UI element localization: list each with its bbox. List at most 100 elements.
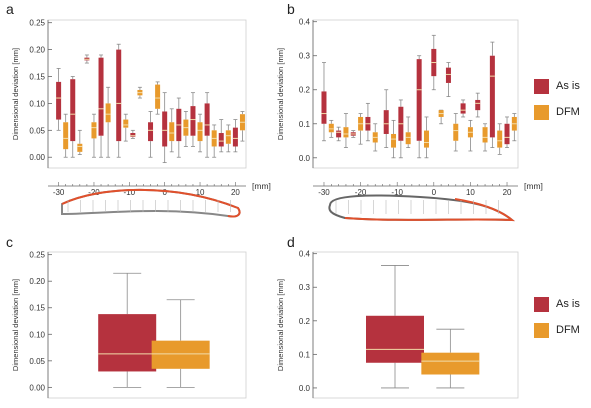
y-tick-label-d: 0.1 [299, 350, 311, 359]
box-dfm [91, 122, 97, 139]
y-tick-label-c: 0.15 [29, 304, 45, 313]
box-as-is [416, 59, 422, 141]
legend-label-dfm: DFM [556, 324, 580, 336]
legend-item-dfm: DFM [534, 102, 580, 122]
box-as-is [232, 127, 238, 147]
y-tick-label-a: 0.00 [29, 153, 45, 162]
x-tick-label-b: -30 [318, 188, 330, 197]
x-tick-label-b: 0 [432, 188, 437, 197]
box-as-is [336, 130, 342, 138]
box-as-is [56, 81, 62, 120]
airfoil-measured-edge-a [61, 188, 241, 218]
y-tick-label-b: 0.2 [299, 86, 311, 95]
y-tick-label-b: 0.3 [299, 52, 311, 61]
airfoil-profile-a [61, 188, 241, 218]
box-as-is [116, 49, 122, 142]
box-dfm [328, 123, 334, 133]
box-as-is [366, 315, 424, 363]
box-dfm [63, 122, 69, 150]
box-as-is [98, 57, 104, 136]
box-dfm [225, 130, 231, 144]
panel-label-d: d [287, 234, 295, 250]
y-tick-label-c: 0.10 [29, 330, 45, 339]
panel-label-a: a [6, 1, 14, 17]
box-as-is [321, 91, 327, 124]
box-dfm [169, 122, 175, 142]
box-dfm [423, 130, 429, 148]
box-dfm [497, 130, 503, 148]
y-tick-label-a: 0.10 [29, 99, 45, 108]
legend-swatch-as-is [534, 296, 549, 312]
y-axis-label-b: Dimensional deviation [mm] [276, 48, 285, 140]
y-tick-label-a: 0.20 [29, 46, 45, 55]
y-tick-label-b: 0.0 [299, 154, 311, 163]
box-as-is [190, 106, 196, 136]
x-tick-label-a: -20 [88, 188, 100, 197]
y-axis-label-a: Dimensional deviation [mm] [11, 48, 20, 140]
legend-top: As is DFM [534, 76, 580, 128]
legend-item-dfm: DFM [534, 320, 580, 340]
x-tick-label-b: 20 [503, 188, 512, 197]
box-as-is [489, 55, 495, 138]
y-tick-label-a: 0.15 [29, 73, 45, 82]
y-tick-label-d: 0.2 [299, 317, 311, 326]
y-tick-label-d: 0.3 [299, 283, 311, 292]
plot-frame-b [312, 19, 519, 169]
box-dfm [105, 103, 111, 123]
box-dfm [151, 340, 210, 369]
y-tick-label-d: 0.0 [299, 384, 311, 393]
legend-swatch-dfm [534, 322, 549, 338]
box-as-is [218, 133, 224, 147]
airfoil-outline-b [328, 194, 515, 222]
legend-label-as-is: As is [556, 80, 580, 92]
box-as-is [162, 111, 168, 147]
box-as-is [130, 133, 136, 137]
box-as-is [460, 103, 466, 114]
box-dfm [482, 127, 488, 143]
box-dfm [405, 132, 411, 145]
panel-label-c: c [6, 234, 13, 250]
x-tick-label-b: -20 [355, 188, 367, 197]
y-tick-label-b: 0.4 [299, 18, 311, 27]
box-as-is [475, 99, 481, 111]
box-as-is [98, 314, 157, 372]
y-tick-label-c: 0.20 [29, 277, 45, 286]
y-tick-label-d: 0.4 [299, 250, 311, 259]
panel-label-b: b [287, 1, 295, 17]
x-unit-label-b: [mm] [524, 181, 543, 191]
airfoil-profile-b [328, 194, 515, 222]
y-tick-label-c: 0.00 [29, 383, 45, 392]
box-dfm [197, 122, 203, 142]
legend-swatch-dfm [534, 104, 549, 120]
y-axis-label-c: Dimensional deviation [mm] [11, 279, 20, 371]
y-axis-label-d: Dimensional deviation [mm] [276, 279, 285, 371]
box-dfm [77, 143, 83, 152]
y-tick-label-c: 0.25 [29, 251, 45, 260]
box-dfm [123, 119, 129, 128]
legend-label-as-is: As is [556, 298, 580, 310]
box-as-is [70, 79, 76, 142]
box-as-is [504, 123, 510, 145]
y-tick-label-a: 0.05 [29, 126, 45, 135]
y-tick-label-a: 0.25 [29, 19, 45, 28]
box-as-is [383, 110, 389, 134]
box-dfm [155, 84, 161, 109]
x-tick-label-a: -10 [124, 188, 136, 197]
y-tick-label-c: 0.05 [29, 357, 45, 366]
x-unit-label-a: [mm] [252, 181, 271, 191]
legend-swatch-as-is [534, 78, 549, 94]
x-tick-label-b: 10 [466, 188, 475, 197]
box-dfm [391, 133, 397, 148]
x-tick-label-a: -30 [53, 188, 65, 197]
box-dfm [421, 352, 480, 375]
legend-label-dfm: DFM [556, 106, 580, 118]
box-dfm [343, 127, 349, 138]
legend-bottom: As is DFM [534, 294, 580, 346]
x-tick-label-b: -10 [391, 188, 403, 197]
box-dfm [453, 123, 459, 141]
legend-item-as-is: As is [534, 76, 580, 96]
box-as-is [445, 67, 451, 83]
x-tick-label-a: 20 [231, 188, 240, 197]
box-as-is [148, 122, 154, 142]
